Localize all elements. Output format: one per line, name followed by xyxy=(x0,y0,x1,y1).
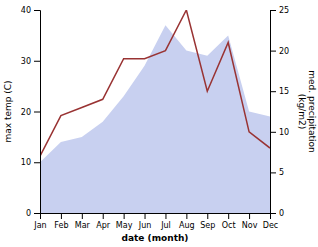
tick-mark xyxy=(270,213,276,214)
tick-label: Sep xyxy=(200,221,215,230)
tick-mark xyxy=(34,213,40,214)
tick: 15 xyxy=(270,87,289,96)
tick: 25 xyxy=(270,6,289,15)
tick-mark xyxy=(145,213,146,219)
tick-label: 25 xyxy=(279,6,289,15)
tick-label: Jun xyxy=(138,221,152,230)
tick-label: 20 xyxy=(279,47,289,56)
tick-mark xyxy=(207,213,208,219)
tick-mark xyxy=(34,10,40,11)
y2-axis: 0 5 10 15 20 25 xyxy=(270,6,289,218)
y-axis: 0 10 20 30 40 xyxy=(21,6,41,218)
tick-mark xyxy=(249,213,250,219)
tick-label: Jan xyxy=(33,221,46,230)
tick-mark xyxy=(165,213,166,219)
tick: Jun xyxy=(138,213,152,230)
tick-label: 15 xyxy=(279,87,289,96)
chart: JanFebMarAprMayJunJulAugSepOctNovDec0102… xyxy=(0,0,318,247)
tick-mark xyxy=(34,112,40,113)
tick: Jan xyxy=(33,213,46,230)
tick-label: Mar xyxy=(75,221,91,230)
tick-mark xyxy=(186,213,187,219)
axis-line xyxy=(271,11,277,214)
tick-mark xyxy=(61,213,62,219)
tick: Dec xyxy=(263,213,278,230)
tick-label: 0 xyxy=(279,209,284,218)
tick-mark xyxy=(82,213,83,219)
tick-label: May xyxy=(116,221,133,230)
tick-mark xyxy=(124,213,125,219)
tick: Mar xyxy=(75,213,91,230)
tick-mark xyxy=(270,51,276,52)
tick: 0 xyxy=(270,209,284,218)
tick: Jul xyxy=(160,213,171,230)
tick-label: Aug xyxy=(179,221,195,230)
tick: 20 xyxy=(270,47,289,56)
area xyxy=(40,25,270,213)
marks xyxy=(40,10,270,213)
x-axis: Jan Feb Mar Apr May Jun Jul Aug Sep Oct Nov Dec xyxy=(33,213,278,230)
tick-mark xyxy=(270,91,276,92)
axis-line xyxy=(34,11,41,214)
tick-label: 10 xyxy=(279,128,289,137)
x-axis-title: date (month) xyxy=(122,233,189,243)
tick-label: 40 xyxy=(21,6,31,15)
tick-label: 30 xyxy=(21,57,31,66)
tick-label: 10 xyxy=(21,158,31,167)
tick: May xyxy=(116,213,133,230)
plot: JanFebMarAprMayJunJulAugSepOctNovDec0102… xyxy=(3,6,317,243)
line xyxy=(40,10,270,156)
tick: Oct xyxy=(222,213,236,230)
tick-label: Dec xyxy=(263,221,278,230)
tick: Feb xyxy=(54,213,68,230)
tick: Apr xyxy=(96,213,111,230)
tick: 30 xyxy=(21,57,40,66)
tick: Aug xyxy=(179,213,195,230)
axis-line xyxy=(41,214,271,220)
tick: 5 xyxy=(270,168,284,177)
tick-label: 20 xyxy=(21,108,31,117)
tick: 20 xyxy=(21,108,40,117)
y2-axis-title: med. precipitation(kg/m2) xyxy=(297,70,317,152)
tick: 0 xyxy=(26,209,40,218)
tick-label: 0 xyxy=(26,209,31,218)
tick-mark xyxy=(34,162,40,163)
tick-mark xyxy=(270,10,276,11)
tick-mark xyxy=(270,132,276,133)
y-axis-title: max temp (C) xyxy=(3,80,13,142)
tick-mark xyxy=(228,213,229,219)
tick: 40 xyxy=(21,6,40,15)
tick: Sep xyxy=(200,213,215,230)
tick-label: Feb xyxy=(54,221,68,230)
tick: 10 xyxy=(270,128,289,137)
tick-mark xyxy=(270,172,276,173)
tick-label: Nov xyxy=(242,221,258,230)
tick: Nov xyxy=(242,213,258,230)
tick-label: Apr xyxy=(96,221,111,230)
tick-label: 5 xyxy=(279,168,284,177)
tick-mark xyxy=(103,213,104,219)
tick-mark xyxy=(34,61,40,62)
tick: 10 xyxy=(21,158,40,167)
tick-label: Oct xyxy=(222,221,236,230)
tick-label: Jul xyxy=(160,221,171,230)
